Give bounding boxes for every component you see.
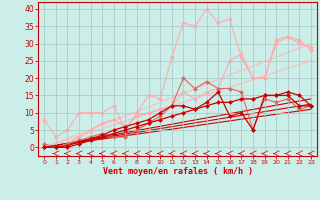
X-axis label: Vent moyen/en rafales ( km/h ): Vent moyen/en rafales ( km/h ) bbox=[103, 167, 252, 176]
